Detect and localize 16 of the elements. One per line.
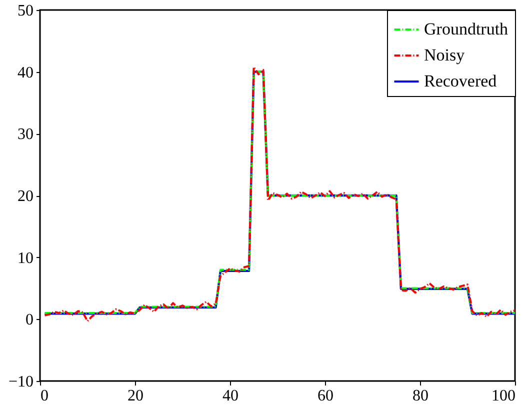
y-tick-label: 30 bbox=[18, 126, 34, 144]
x-tick-label: 80 bbox=[412, 388, 428, 404]
y-tick-label: 40 bbox=[18, 64, 34, 82]
y-tick-label: −10 bbox=[8, 374, 34, 390]
x-tick-label: 100 bbox=[492, 388, 516, 404]
x-tick-label: 60 bbox=[318, 388, 334, 404]
x-tick-label: 40 bbox=[222, 388, 238, 404]
y-tick-label: 20 bbox=[18, 188, 34, 205]
legend-label: Noisy bbox=[424, 46, 466, 64]
y-tick-label: 0 bbox=[26, 312, 34, 329]
legend-label: Groundtruth bbox=[424, 20, 509, 38]
x-tick-label: 0 bbox=[40, 388, 48, 404]
x-tick-label: 20 bbox=[128, 388, 144, 404]
y-tick-label: 10 bbox=[18, 250, 34, 267]
legend-label: Recovered bbox=[424, 72, 498, 90]
y-tick-label: 50 bbox=[18, 2, 34, 20]
